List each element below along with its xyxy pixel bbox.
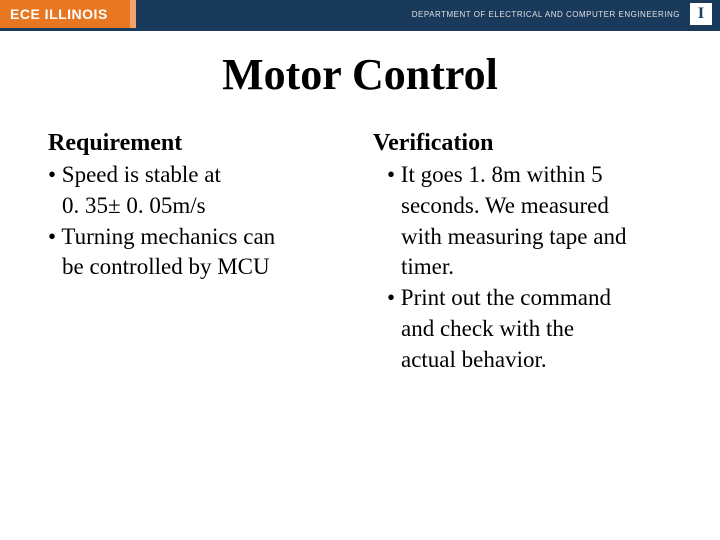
requirement-heading: Requirement <box>48 130 347 157</box>
verification-bullet-1-line-4: timer. <box>387 253 672 282</box>
header-brand-block: ECE ILLINOIS <box>0 0 130 28</box>
content-columns: Requirement • Speed is stable at 0. 35± … <box>0 130 720 376</box>
requirement-bullet-1-line-2: 0. 35± 0. 05m/s <box>48 192 347 221</box>
verification-bullet-1-line-2: seconds. We measured <box>387 192 672 221</box>
verification-heading: Verification <box>373 130 672 157</box>
requirement-column: Requirement • Speed is stable at 0. 35± … <box>48 130 347 376</box>
verification-bullet-1-line-3: with measuring tape and <box>387 223 672 252</box>
verification-bullet-2-line-3: actual behavior. <box>387 346 672 375</box>
header-brand-text: ECE ILLINOIS <box>10 6 108 22</box>
verification-bullet-2-line-2: and check with the <box>387 315 672 344</box>
verification-column: Verification • It goes 1. 8m within 5 se… <box>367 130 672 376</box>
requirement-bullet-2-line-1: • Turning mechanics can <box>48 223 347 252</box>
header-bar: ECE ILLINOIS DEPARTMENT OF ELECTRICAL AN… <box>0 0 720 28</box>
header-department-text: DEPARTMENT OF ELECTRICAL AND COMPUTER EN… <box>412 10 680 19</box>
header-underline <box>0 28 720 31</box>
header-navy-block: DEPARTMENT OF ELECTRICAL AND COMPUTER EN… <box>136 0 720 28</box>
illinois-logo-icon: I <box>690 3 712 25</box>
verification-bullet-2-line-1: • Print out the command <box>387 284 672 313</box>
requirement-bullet-2-line-2: be controlled by MCU <box>48 253 347 282</box>
verification-bullet-1-line-1: • It goes 1. 8m within 5 <box>387 161 672 190</box>
requirement-bullet-1-line-1: • Speed is stable at <box>48 161 347 190</box>
logo-letter: I <box>698 5 704 23</box>
slide-title: Motor Control <box>0 49 720 100</box>
